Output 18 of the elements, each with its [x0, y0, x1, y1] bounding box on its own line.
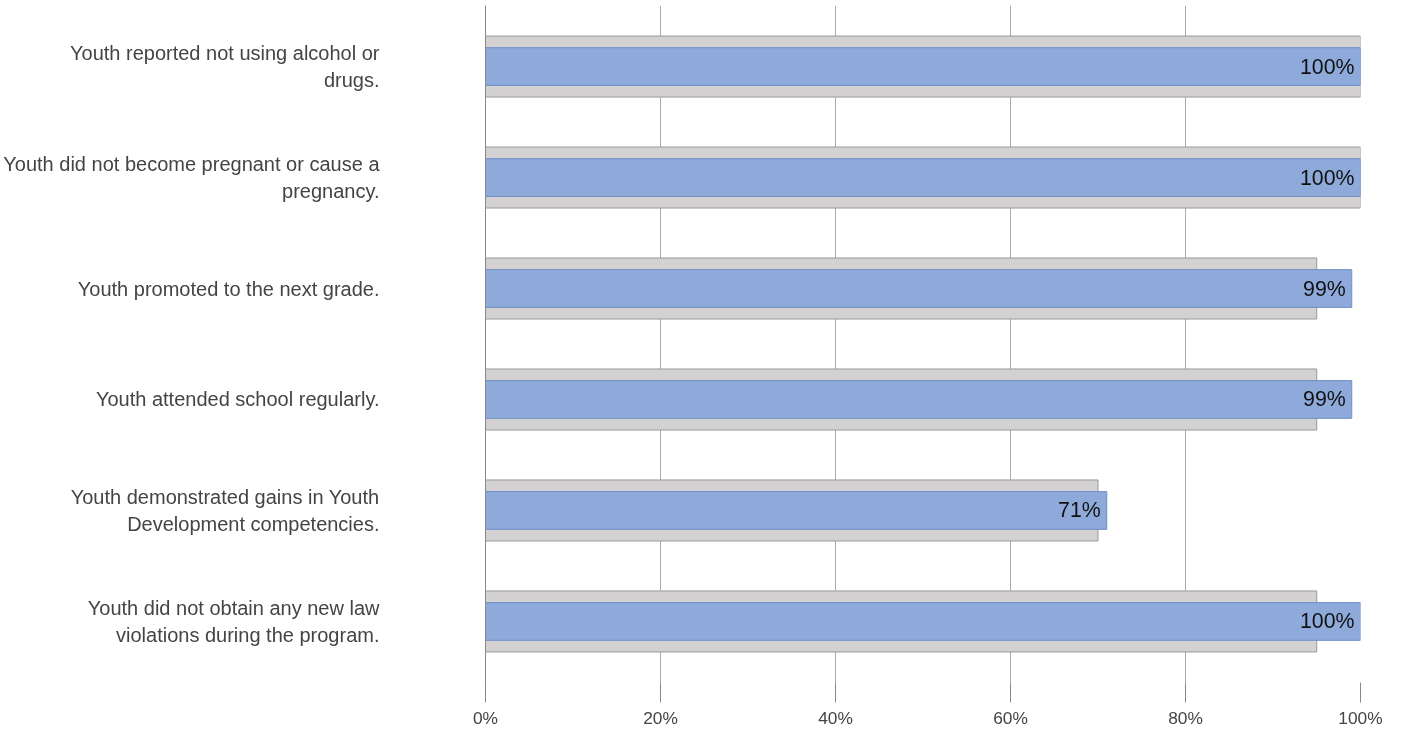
- data-label: 100%: [1299, 165, 1355, 190]
- x-tick-label: 80%: [1168, 707, 1203, 728]
- x-tick-label: 40%: [818, 707, 853, 728]
- y-tick-label: Youth did not obtain any new law violations during the program.: [87, 597, 381, 646]
- y-tick-label: Youth reported not using alcohol or drugs.: [70, 42, 380, 91]
- data-label: 99%: [1303, 276, 1346, 301]
- data-label: 71%: [1058, 498, 1101, 523]
- data-label: 100%: [1299, 609, 1355, 634]
- y-tick-label: Youth attended school regularly.: [95, 388, 380, 411]
- x-tick-label: 100%: [1338, 707, 1383, 728]
- x-tick-label: 60%: [993, 707, 1028, 728]
- x-tick-label: 0%: [472, 707, 499, 728]
- x-tick-label: 20%: [643, 707, 678, 728]
- y-tick-label: Youth demonstrated gains in Youth Development competencies.: [70, 486, 380, 535]
- y-tick-label: Youth did not become pregnant or cause a pregnancy.: [3, 153, 381, 202]
- data-label: 99%: [1303, 387, 1346, 412]
- y-tick-label: Youth promoted to the next grade.: [77, 277, 380, 300]
- data-label: 100%: [1299, 54, 1355, 79]
